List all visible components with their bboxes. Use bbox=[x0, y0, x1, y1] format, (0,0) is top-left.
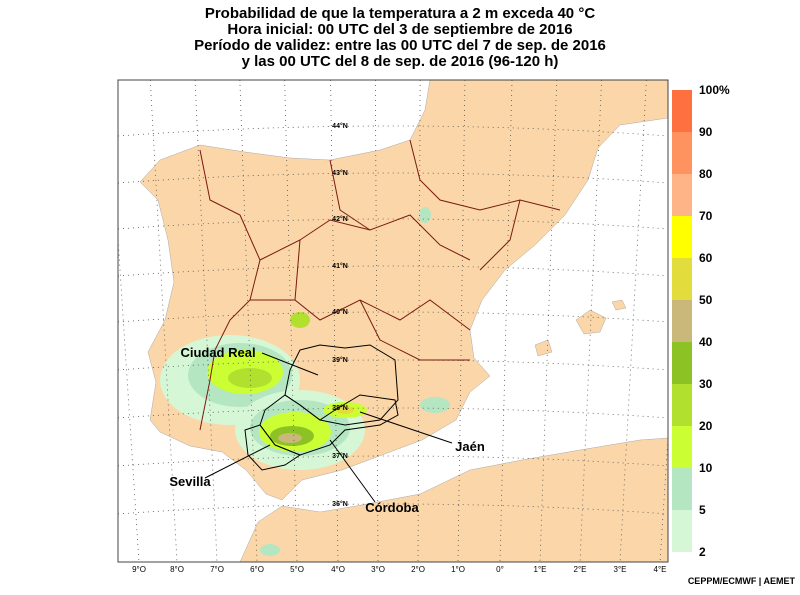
city-label: Córdoba bbox=[365, 500, 419, 515]
leader-lines bbox=[204, 352, 453, 503]
parallel bbox=[118, 218, 668, 230]
city-labels: Ciudad Real Sevilla Córdoba Jaén bbox=[169, 345, 484, 515]
longitude-label: 6°O bbox=[250, 565, 264, 574]
meridian bbox=[149, 80, 178, 562]
andalusia-borders bbox=[244, 344, 399, 471]
borders bbox=[199, 139, 561, 431]
meridian bbox=[330, 80, 339, 562]
colorbar-label: 20 bbox=[699, 419, 713, 433]
longitude-label: 2°E bbox=[574, 565, 587, 574]
colorbar-swatch bbox=[672, 510, 692, 552]
city-label: Sevilla bbox=[169, 474, 211, 489]
longitude-label: 4°O bbox=[331, 565, 345, 574]
meridian bbox=[579, 80, 602, 562]
graticule bbox=[118, 80, 668, 562]
longitude-label: 1°E bbox=[534, 565, 547, 574]
colorbar-label: 100% bbox=[699, 83, 730, 97]
title-line: y las 00 UTC del 8 de sep. de 2016 (96-1… bbox=[242, 53, 559, 70]
parallel bbox=[118, 407, 668, 419]
latitude-label: 41°N bbox=[332, 262, 348, 270]
longitude-label: 5°O bbox=[290, 565, 304, 574]
latitude-label: 36°N bbox=[332, 500, 348, 508]
colorbar-label: 80 bbox=[699, 167, 713, 181]
colorbar-label: 70 bbox=[699, 209, 713, 223]
longitude-label: 8°O bbox=[170, 565, 184, 574]
meridian bbox=[194, 80, 218, 562]
latitude-labels: 44°N 43°N 42°N 41°N 40°N 39°N 38°N 37°N 36°N bbox=[332, 122, 348, 508]
colorbar-label: 40 bbox=[699, 335, 713, 349]
latitude-label: 37°N bbox=[332, 452, 348, 460]
meridian bbox=[539, 80, 558, 562]
colorbar-swatch bbox=[672, 426, 692, 468]
colorbar-swatch bbox=[672, 216, 692, 258]
latitude-label: 40°N bbox=[332, 308, 348, 316]
title-line: Período de validez: entre las 00 UTC del… bbox=[194, 37, 606, 54]
latitude-label: 38°N bbox=[332, 404, 348, 412]
colorbar-swatch bbox=[672, 300, 692, 342]
colorbar-swatch bbox=[672, 132, 692, 174]
meridian bbox=[499, 80, 513, 562]
meridian bbox=[417, 80, 421, 562]
colorbar-swatch bbox=[672, 90, 692, 132]
parallel bbox=[118, 503, 668, 515]
credit: CEPPM/ECMWF | AEMET bbox=[688, 576, 796, 586]
colorbar-label: 10 bbox=[699, 461, 713, 475]
colorbar-swatch bbox=[672, 468, 692, 510]
latitude-label: 43°N bbox=[332, 169, 348, 177]
title-line: Hora inicial: 00 UTC del 3 de septiembre… bbox=[227, 21, 572, 38]
longitude-labels: 9°O 8°O 7°O 6°O 5°O 4°O 3°O 2°O 1°O 0° 1°E 2°E 3°E 4°… bbox=[132, 565, 666, 574]
colorbar-label: 30 bbox=[699, 377, 713, 391]
longitude-label: 1°O bbox=[451, 565, 465, 574]
land-balearics bbox=[534, 299, 627, 357]
meridian bbox=[284, 80, 298, 562]
latitude-label: 44°N bbox=[332, 122, 348, 130]
longitude-label: 3°E bbox=[614, 565, 627, 574]
latitude-label: 42°N bbox=[332, 215, 348, 223]
longitude-label: 4°E bbox=[654, 565, 667, 574]
longitude-label: 7°O bbox=[210, 565, 224, 574]
colorbar-swatch bbox=[672, 342, 692, 384]
colorbar-label: 50 bbox=[699, 293, 713, 307]
city-label: Ciudad Real bbox=[180, 345, 255, 360]
parallel bbox=[118, 265, 668, 277]
parallel bbox=[118, 455, 668, 467]
colorbar-label: 2 bbox=[699, 545, 706, 559]
latitude-label: 39°N bbox=[332, 356, 348, 364]
parallel bbox=[118, 311, 668, 323]
colorbar-label: 5 bbox=[699, 503, 706, 517]
colorbar-label: 60 bbox=[699, 251, 713, 265]
colorbar-swatch bbox=[672, 258, 692, 300]
longitude-label: 0° bbox=[496, 565, 504, 574]
map-frame bbox=[117, 79, 669, 563]
colorbar-label: 90 bbox=[699, 125, 713, 139]
colorbar: 2 5 10 20 30 40 50 60 70 80 90 100% bbox=[672, 83, 730, 559]
parallel bbox=[118, 125, 668, 137]
meridian bbox=[619, 80, 647, 562]
longitude-label: 2°O bbox=[411, 565, 425, 574]
probability-fields bbox=[160, 207, 450, 556]
meridian bbox=[239, 80, 258, 562]
meridian bbox=[457, 80, 466, 562]
meridian bbox=[374, 80, 379, 562]
title-block: Probabilidad de que la temperatura a 2 m… bbox=[194, 5, 606, 70]
parallel bbox=[118, 359, 668, 371]
map: 44°N 43°N 42°N 41°N 40°N 39°N 38°N 37°N 36°N Ciu… bbox=[118, 80, 668, 562]
colorbar-swatch bbox=[672, 384, 692, 426]
title-line: Probabilidad de que la temperatura a 2 m… bbox=[205, 5, 595, 22]
longitude-label: 9°O bbox=[132, 565, 146, 574]
land-africa bbox=[239, 437, 668, 562]
parallel bbox=[118, 172, 668, 184]
longitude-label: 3°O bbox=[371, 565, 385, 574]
city-label: Jaén bbox=[455, 439, 485, 454]
colorbar-swatch bbox=[672, 174, 692, 216]
